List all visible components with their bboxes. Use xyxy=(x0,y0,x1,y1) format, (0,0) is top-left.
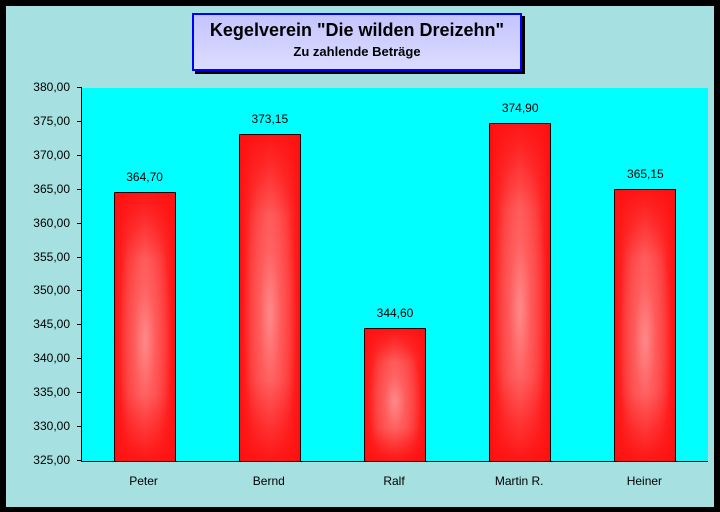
y-tick-label: 360,00 xyxy=(33,215,70,230)
y-tick-mark xyxy=(77,392,82,394)
y-tick-label: 370,00 xyxy=(33,147,70,162)
x-tick-label: Peter xyxy=(129,474,158,488)
plot-area: 364,70 373,15 344,60 374,90 365,15 xyxy=(77,87,708,462)
bar-value-label: 364,70 xyxy=(126,169,163,184)
chart-subtitle: Zu zahlende Beträge xyxy=(293,44,421,59)
y-tick-label: 340,00 xyxy=(33,351,70,366)
y-tick-label: 330,00 xyxy=(33,419,70,434)
y-tick-label: 350,00 xyxy=(33,283,70,298)
bar-ralf xyxy=(364,328,426,462)
bar-bernd xyxy=(238,134,301,462)
x-tick-label: Martin R. xyxy=(494,474,544,488)
chart-title: Kegelverein "Die wilden Dreizehn" xyxy=(209,20,505,40)
y-tick-mark xyxy=(77,460,82,461)
y-tick-label: 365,00 xyxy=(33,181,70,196)
bar-martin-r xyxy=(489,122,552,462)
y-tick-mark xyxy=(77,154,82,156)
bar-peter xyxy=(113,191,176,462)
x-tick-label: Bernd xyxy=(252,474,285,488)
chart-area: Kegelverein "Die wilden Dreizehn" Zu zah… xyxy=(6,6,714,507)
y-tick-mark xyxy=(77,324,82,326)
bar-heiner xyxy=(614,188,677,462)
y-tick-label: 380,00 xyxy=(33,80,70,94)
y-tick-label: 335,00 xyxy=(33,385,70,400)
y-tick-label: 345,00 xyxy=(33,317,70,332)
chart-title-box: Kegelverein "Die wilden Dreizehn" Zu zah… xyxy=(192,13,522,71)
bar-value-label: 373,15 xyxy=(251,112,289,127)
y-tick-mark xyxy=(77,358,82,360)
y-tick-mark xyxy=(77,290,82,292)
bar-value-label: 374,90 xyxy=(501,100,539,115)
y-tick-label: 375,00 xyxy=(33,113,70,128)
x-tick-label: Ralf xyxy=(383,474,405,488)
y-tick-mark xyxy=(77,120,82,122)
y-tick-mark xyxy=(77,426,82,428)
bar-value-label: 365,15 xyxy=(627,166,664,181)
y-tick-label: 325,00 xyxy=(33,453,70,467)
y-tick-mark xyxy=(77,222,82,224)
y-tick-mark xyxy=(77,87,82,88)
y-tick-mark xyxy=(77,256,82,258)
x-tick-label: Heiner xyxy=(626,474,663,488)
bar-value-label: 344,60 xyxy=(376,306,414,321)
y-tick-label: 355,00 xyxy=(33,249,70,264)
y-tick-mark xyxy=(77,188,82,190)
